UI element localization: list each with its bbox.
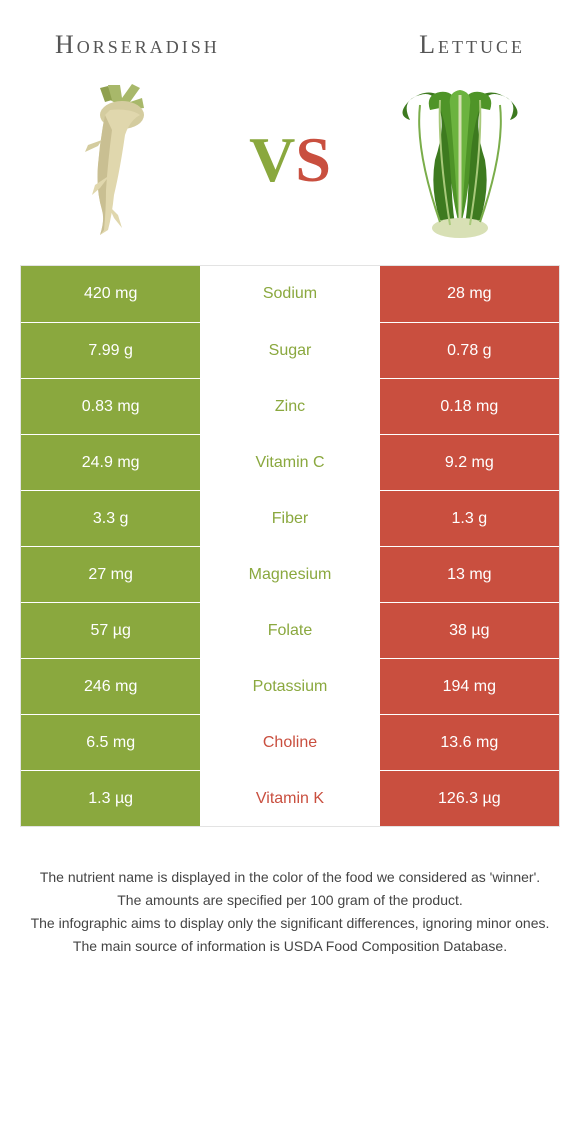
table-row: 27 mgMagnesium13 mg: [21, 546, 559, 602]
left-value-cell: 420 mg: [21, 266, 200, 322]
nutrient-name-cell: Zinc: [200, 379, 379, 434]
right-value-cell: 38 µg: [380, 603, 559, 658]
nutrient-name-cell: Potassium: [200, 659, 379, 714]
table-row: 1.3 µgVitamin K126.3 µg: [21, 770, 559, 826]
nutrient-name-cell: Folate: [200, 603, 379, 658]
footer-line: The main source of information is USDA F…: [30, 936, 550, 957]
table-row: 6.5 mgCholine13.6 mg: [21, 714, 559, 770]
table-row: 246 mgPotassium194 mg: [21, 658, 559, 714]
left-value-cell: 0.83 mg: [21, 379, 200, 434]
images-row: VS: [0, 70, 580, 265]
left-value-cell: 246 mg: [21, 659, 200, 714]
footer-line: The nutrient name is displayed in the co…: [30, 867, 550, 888]
lettuce-image: [380, 80, 540, 240]
right-value-cell: 28 mg: [380, 266, 559, 322]
footer-notes: The nutrient name is displayed in the co…: [0, 827, 580, 979]
left-value-cell: 7.99 g: [21, 323, 200, 378]
header: Horseradish Lettuce: [0, 0, 580, 70]
left-value-cell: 57 µg: [21, 603, 200, 658]
table-row: 3.3 gFiber1.3 g: [21, 490, 559, 546]
right-value-cell: 0.18 mg: [380, 379, 559, 434]
left-food-title: Horseradish: [55, 30, 220, 60]
nutrient-name-cell: Vitamin C: [200, 435, 379, 490]
nutrient-name-cell: Sugar: [200, 323, 379, 378]
right-value-cell: 0.78 g: [380, 323, 559, 378]
table-row: 24.9 mgVitamin C9.2 mg: [21, 434, 559, 490]
comparison-table: 420 mgSodium28 mg7.99 gSugar0.78 g0.83 m…: [20, 265, 560, 827]
left-value-cell: 24.9 mg: [21, 435, 200, 490]
footer-line: The amounts are specified per 100 gram o…: [30, 890, 550, 911]
nutrient-name-cell: Fiber: [200, 491, 379, 546]
nutrient-name-cell: Choline: [200, 715, 379, 770]
nutrient-name-cell: Sodium: [200, 266, 379, 322]
right-value-cell: 1.3 g: [380, 491, 559, 546]
table-row: 420 mgSodium28 mg: [21, 266, 559, 322]
left-value-cell: 1.3 µg: [21, 771, 200, 826]
left-value-cell: 27 mg: [21, 547, 200, 602]
horseradish-image: [40, 80, 200, 240]
table-row: 57 µgFolate38 µg: [21, 602, 559, 658]
vs-v-letter: V: [249, 123, 295, 197]
right-value-cell: 13.6 mg: [380, 715, 559, 770]
vs-s-letter: S: [295, 123, 331, 197]
table-row: 7.99 gSugar0.78 g: [21, 322, 559, 378]
right-value-cell: 194 mg: [380, 659, 559, 714]
right-value-cell: 9.2 mg: [380, 435, 559, 490]
footer-line: The infographic aims to display only the…: [30, 913, 550, 934]
right-value-cell: 126.3 µg: [380, 771, 559, 826]
right-value-cell: 13 mg: [380, 547, 559, 602]
nutrient-name-cell: Vitamin K: [200, 771, 379, 826]
table-row: 0.83 mgZinc0.18 mg: [21, 378, 559, 434]
left-value-cell: 3.3 g: [21, 491, 200, 546]
nutrient-name-cell: Magnesium: [200, 547, 379, 602]
left-value-cell: 6.5 mg: [21, 715, 200, 770]
right-food-title: Lettuce: [419, 30, 525, 60]
vs-label: VS: [249, 123, 331, 197]
